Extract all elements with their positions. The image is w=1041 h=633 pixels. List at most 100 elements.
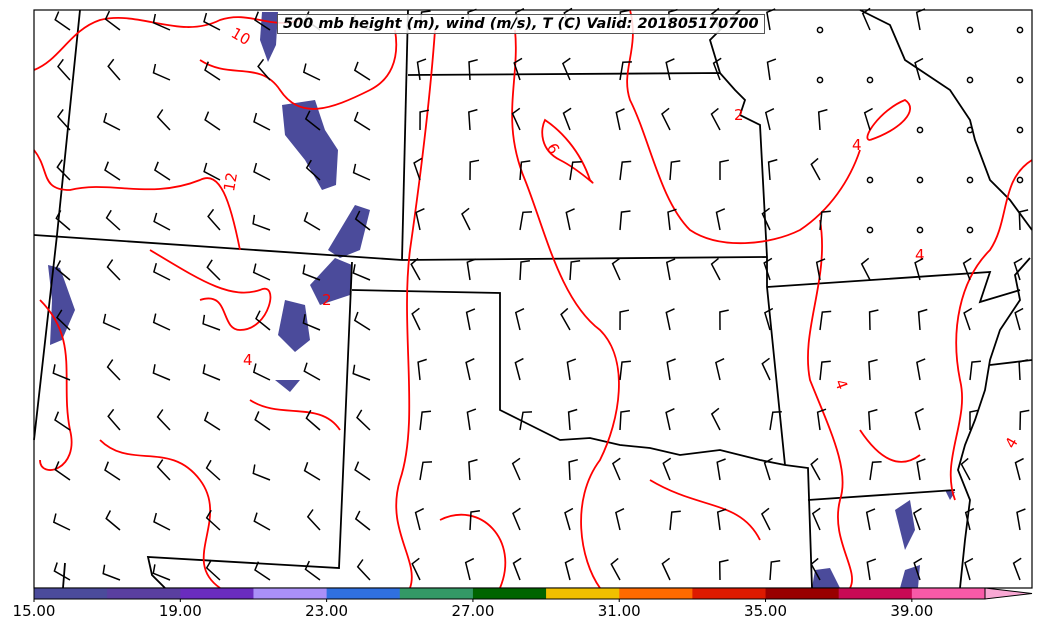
wind-barb — [415, 208, 425, 231]
wind-barb — [619, 409, 631, 431]
wind-barb — [811, 507, 821, 531]
wind-barb — [916, 458, 926, 481]
wind-barb — [253, 512, 271, 531]
wind-barb — [865, 508, 876, 531]
contour-label: 2 — [322, 291, 332, 309]
wind-barb — [719, 159, 729, 180]
wind-barb — [410, 257, 421, 281]
wind-barb — [353, 61, 371, 81]
wind-barb — [661, 107, 671, 131]
wind-barb — [710, 257, 721, 281]
contour-label: 4 — [243, 351, 253, 369]
wind-barb — [519, 211, 533, 231]
wind-barb — [153, 161, 171, 181]
wind-barb — [964, 557, 974, 581]
wind-barb — [413, 157, 423, 181]
wind-barb — [56, 309, 71, 331]
wind-barb — [817, 108, 828, 131]
wind-barb — [254, 561, 271, 581]
colorbar-tick-label: 27.00 — [451, 602, 495, 620]
wind-barb — [104, 10, 121, 31]
contour-label: 2 — [734, 106, 744, 124]
wind-barb — [860, 257, 871, 281]
wind-barb — [203, 162, 221, 181]
wind-barb — [665, 408, 675, 431]
wind-barb — [419, 461, 433, 481]
wind-barb — [54, 411, 71, 431]
wind-barb — [468, 108, 478, 131]
wind-barb — [302, 314, 321, 331]
state-borders — [33, 9, 1033, 589]
wind-barb — [52, 513, 71, 531]
colorbar-tick-label: 39.00 — [890, 602, 934, 620]
wind-barb — [916, 358, 926, 381]
wind-barb — [562, 107, 572, 131]
colorbar-segment — [619, 588, 693, 599]
colorbar-tick-label: 23.00 — [305, 602, 349, 620]
wind-barb — [766, 8, 776, 31]
colorbar-segment — [472, 588, 547, 599]
wind-barb — [566, 358, 577, 381]
wind-barb — [461, 207, 471, 231]
wind-barb — [969, 409, 979, 430]
wind-barb — [615, 108, 625, 131]
colorbar-segment — [34, 588, 108, 599]
wind-barb — [354, 461, 371, 481]
wind-barb — [352, 163, 371, 181]
wind-barb — [107, 58, 121, 81]
wind-barb — [205, 559, 221, 581]
wind-barb — [411, 307, 421, 331]
wind-barb — [913, 557, 923, 581]
wind-barb — [152, 313, 171, 331]
wind-barb — [868, 309, 879, 331]
colorbar-tick-label: 31.00 — [597, 602, 641, 620]
shade-area — [900, 565, 920, 588]
wind-barb — [153, 263, 171, 281]
wind-barb — [353, 311, 371, 331]
wind-barb — [411, 557, 421, 581]
wind-barb — [512, 507, 521, 531]
calm-wind-marker — [1016, 76, 1024, 84]
calm-wind-marker — [816, 26, 824, 34]
wind-barb — [102, 564, 121, 581]
contour-label: 4 — [915, 246, 925, 264]
wind-barb — [868, 358, 878, 381]
wind-barb — [519, 160, 531, 181]
wind-barb — [206, 259, 221, 281]
colorbar-segment — [180, 588, 254, 599]
wind-barb — [303, 461, 321, 481]
colorbar-segment — [546, 588, 620, 599]
wind-barb — [963, 307, 973, 331]
wind-barb — [204, 61, 221, 81]
shade-area — [48, 265, 75, 345]
wind-barb — [417, 358, 427, 381]
wind-barb — [716, 508, 727, 531]
wind-barb — [1019, 409, 1030, 431]
wind-barb — [819, 360, 831, 381]
wind-barb — [514, 308, 525, 331]
wind-barb — [156, 409, 171, 431]
wind-barb — [569, 260, 581, 281]
colorbar-tick-label: 19.00 — [158, 602, 202, 620]
wind-barb — [468, 458, 478, 481]
wind-barb — [353, 111, 371, 131]
wind-barb — [302, 63, 321, 81]
wind-barb — [252, 363, 271, 381]
wind-barb — [719, 309, 729, 331]
shade-area — [278, 300, 310, 352]
wind-barb — [465, 358, 475, 381]
wind-barb — [56, 159, 71, 181]
wind-barb — [252, 263, 271, 281]
wind-barb — [568, 458, 578, 481]
wind-barb — [203, 411, 221, 431]
colorbar-tick-label: 15.00 — [12, 602, 56, 620]
wind-barb — [710, 407, 721, 431]
wind-barb — [766, 58, 777, 81]
wind-barb — [202, 364, 221, 381]
wind-barb — [55, 210, 71, 231]
wind-barb — [513, 57, 523, 81]
wind-barb — [304, 560, 321, 581]
wind-barb — [252, 214, 271, 231]
shade-area — [282, 100, 338, 190]
calm-wind-marker — [916, 226, 924, 234]
